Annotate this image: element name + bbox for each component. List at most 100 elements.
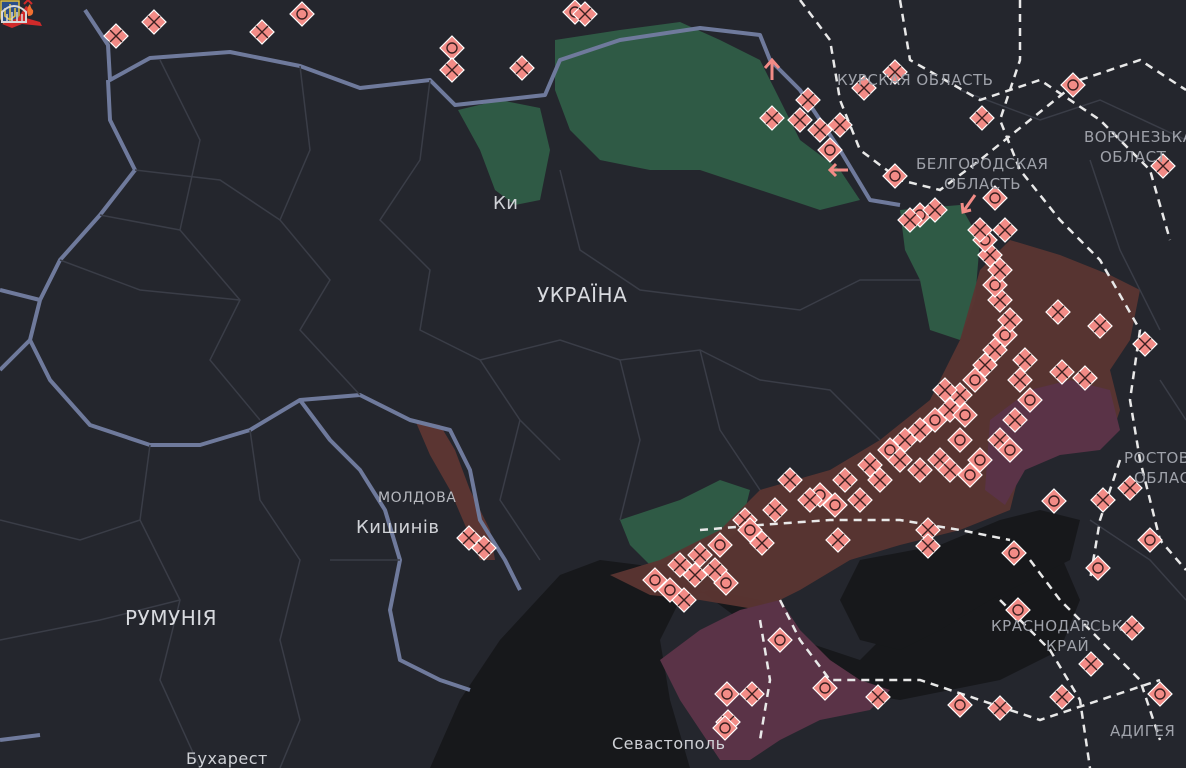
- strike-marker-icon[interactable]: [572, 1, 598, 27]
- explosion-marker-icon[interactable]: [767, 627, 793, 653]
- explosion-marker-icon[interactable]: [947, 427, 973, 453]
- strike-marker-icon[interactable]: [759, 105, 785, 131]
- strike-marker-icon[interactable]: [907, 417, 933, 443]
- supply-routes: [699, 0, 1186, 768]
- strike-marker-icon[interactable]: [937, 457, 963, 483]
- explosion-marker-icon[interactable]: [947, 692, 973, 718]
- explosion-marker-icon[interactable]: [952, 402, 978, 428]
- strike-marker-icon[interactable]: [1087, 313, 1113, 339]
- strike-marker-icon[interactable]: [897, 207, 923, 233]
- strike-marker-icon[interactable]: [972, 352, 998, 378]
- explosion-marker-icon[interactable]: [957, 462, 983, 488]
- strike-marker-icon[interactable]: [667, 552, 693, 578]
- strike-marker-icon[interactable]: [1119, 615, 1145, 641]
- strike-marker-icon[interactable]: [456, 525, 482, 551]
- explosion-marker-icon[interactable]: [1085, 555, 1111, 581]
- strike-marker-icon[interactable]: [857, 452, 883, 478]
- strike-marker-icon[interactable]: [1117, 475, 1143, 501]
- explosion-marker-icon[interactable]: [707, 532, 733, 558]
- strike-marker-icon[interactable]: [851, 75, 877, 101]
- explosion-marker-icon[interactable]: [1005, 597, 1031, 623]
- strike-marker-icon[interactable]: [997, 307, 1023, 333]
- strike-marker-icon[interactable]: [922, 197, 948, 223]
- strike-marker-icon[interactable]: [827, 112, 853, 138]
- strike-marker-icon[interactable]: [797, 487, 823, 513]
- strike-marker-icon[interactable]: [832, 467, 858, 493]
- strike-marker-icon[interactable]: [1078, 651, 1104, 677]
- strike-marker-icon[interactable]: [1049, 359, 1075, 385]
- strike-marker-icon[interactable]: [749, 530, 775, 556]
- hangar-fire-icon[interactable]: [0, 0, 34, 24]
- strike-marker-icon[interactable]: [992, 217, 1018, 243]
- explosion-marker-icon[interactable]: [714, 681, 740, 707]
- strike-marker-icon[interactable]: [1007, 367, 1033, 393]
- strike-marker-icon[interactable]: [892, 427, 918, 453]
- strike-markers[interactable]: [103, 0, 1176, 741]
- explosion-marker-icon[interactable]: [962, 367, 988, 393]
- strike-marker-icon[interactable]: [1072, 365, 1098, 391]
- strike-marker-icon[interactable]: [471, 535, 497, 561]
- strike-marker-icon[interactable]: [907, 457, 933, 483]
- strike-marker-icon[interactable]: [1045, 299, 1071, 325]
- strike-marker-icon[interactable]: [932, 377, 958, 403]
- region-borders: [0, 59, 1186, 768]
- strike-marker-icon[interactable]: [1090, 487, 1116, 513]
- strike-marker-icon[interactable]: [967, 217, 993, 243]
- label-bucharest: Бухарест: [186, 749, 268, 768]
- strike-marker-icon[interactable]: [982, 337, 1008, 363]
- strike-marker-icon[interactable]: [141, 9, 167, 35]
- explosion-marker-icon[interactable]: [967, 447, 993, 473]
- strike-marker-icon[interactable]: [882, 59, 908, 85]
- strike-marker-icon[interactable]: [787, 107, 813, 133]
- strike-marker-icon[interactable]: [867, 467, 893, 493]
- strike-marker-icon[interactable]: [1150, 153, 1176, 179]
- strike-marker-icon[interactable]: [249, 19, 275, 45]
- explosion-marker-icon[interactable]: [982, 185, 1008, 211]
- explosion-marker-icon[interactable]: [439, 35, 465, 61]
- strike-marker-icon[interactable]: [865, 684, 891, 710]
- explosion-marker-icon[interactable]: [289, 1, 315, 27]
- strike-marker-icon[interactable]: [687, 542, 713, 568]
- strike-marker-icon[interactable]: [682, 562, 708, 588]
- explosion-marker-icon[interactable]: [1041, 488, 1067, 514]
- explosion-marker-icon[interactable]: [1001, 540, 1027, 566]
- liberated-area-kharkiv: [900, 205, 980, 340]
- strike-marker-icon[interactable]: [1132, 331, 1158, 357]
- explosion-marker-icon[interactable]: [737, 517, 763, 543]
- strike-marker-icon[interactable]: [777, 467, 803, 493]
- explosion-marker-icon[interactable]: [1017, 387, 1043, 413]
- strike-marker-icon[interactable]: [969, 105, 995, 131]
- strike-marker-icon[interactable]: [807, 117, 833, 143]
- strike-marker-icon[interactable]: [795, 87, 821, 113]
- explosion-marker-icon[interactable]: [657, 577, 683, 603]
- strike-marker-icon[interactable]: [1002, 407, 1028, 433]
- strike-marker-icon[interactable]: [987, 695, 1013, 721]
- explosion-marker-icon[interactable]: [1137, 527, 1163, 553]
- strike-marker-icon[interactable]: [1012, 347, 1038, 373]
- azov-sea: [840, 510, 1080, 650]
- strike-marker-icon[interactable]: [739, 681, 765, 707]
- strike-marker-icon[interactable]: [702, 557, 728, 583]
- explosion-marker-icon[interactable]: [822, 492, 848, 518]
- strike-marker-icon[interactable]: [1049, 684, 1075, 710]
- explosion-marker-icon[interactable]: [817, 137, 843, 163]
- strike-marker-icon[interactable]: [987, 257, 1013, 283]
- explosion-marker-icon[interactable]: [997, 437, 1023, 463]
- strike-marker-icon[interactable]: [103, 23, 129, 49]
- strike-marker-icon[interactable]: [825, 527, 851, 553]
- explosion-marker-icon[interactable]: [922, 407, 948, 433]
- explosion-marker-icon[interactable]: [882, 163, 908, 189]
- explosion-marker-icon[interactable]: [712, 715, 738, 741]
- explosion-marker-icon[interactable]: [642, 567, 668, 593]
- strike-marker-icon[interactable]: [439, 57, 465, 83]
- explosion-marker-icon[interactable]: [1147, 681, 1173, 707]
- strike-marker-icon[interactable]: [509, 55, 535, 81]
- strike-marker-icon[interactable]: [915, 533, 941, 559]
- explosion-marker-icon[interactable]: [1060, 72, 1086, 98]
- explosion-marker-icon[interactable]: [812, 675, 838, 701]
- strike-marker-icon[interactable]: [762, 497, 788, 523]
- strike-marker-icon[interactable]: [847, 487, 873, 513]
- strike-marker-icon[interactable]: [887, 447, 913, 473]
